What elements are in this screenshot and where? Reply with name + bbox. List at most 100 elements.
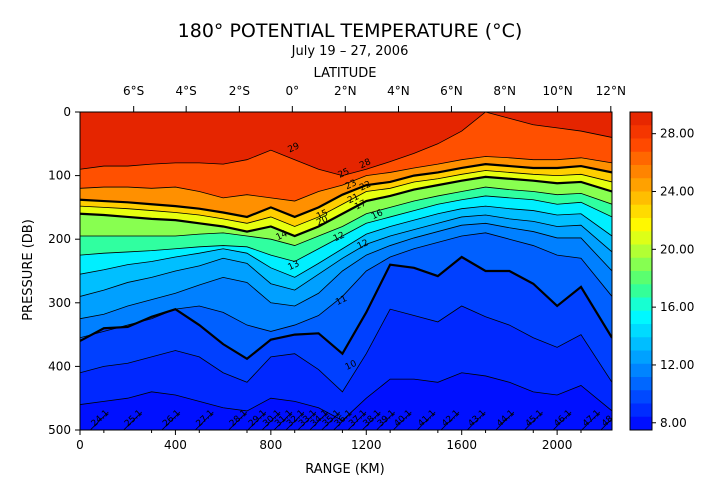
colorbar-swatch [630,310,652,325]
latitude-tick-label: 10°N [542,84,572,98]
isotherm-label: 13 [287,259,302,273]
latitude-tick-label: 2°N [334,84,357,98]
colorbar-swatch [630,218,652,232]
colorbar: 28.00 24.00 20.00 16.00 12.00 8.00 [629,111,694,431]
latitude-tick-label: 6°S [123,84,144,98]
isotherm-line-24 [80,163,612,219]
isotherm-label: 15 [315,208,330,222]
latitude-tick-label: 4°N [387,84,410,98]
colorbar-swatch [630,350,652,365]
sigma-line [613,412,631,430]
isotherm-label: 11 [334,294,349,308]
sigma-line [161,411,181,430]
sigma-line [297,411,317,430]
isotherm-line-28 [80,112,612,177]
sigma-line [600,418,612,430]
chart-title: 180° POTENTIAL TEMPERATURE (°C) [178,20,523,42]
y-tick-label: 300 [48,296,71,310]
isotherm-label: 23 [344,178,359,192]
isotherm-line-12 [80,222,612,320]
colorbar-swatch [630,151,652,166]
isotherm-line-18 [80,186,612,246]
colorbar-swatch [630,390,652,404]
colorbar-tick-label: 16.00 [660,300,694,314]
y-tick-label: 200 [48,232,71,246]
isotherm-label: 10 [344,359,359,373]
sigma-line [581,411,601,430]
colorbar-swatch [630,403,652,418]
colorbar-swatch [630,363,652,378]
isotherm-line-14 [80,205,612,278]
colorbar-swatch [630,191,652,206]
sigma-line [261,411,281,430]
sigma-line [466,411,486,430]
isotherm-label: 29 [287,141,302,155]
sigma-line [333,411,352,430]
x-tick-label: 800 [259,438,282,452]
colorbar-tick-label: 28.00 [660,127,694,141]
colorbar-swatch [630,112,652,126]
latitude-tick-label: 6°N [440,84,463,98]
isotherm-line-16 [80,195,612,262]
colorbar-swatch [630,231,652,245]
isotherm-label: 12 [332,230,347,244]
plot-frame [79,111,613,431]
isotherm-label: 25 [337,167,352,181]
isotherm-label: 28 [358,157,373,171]
y-tick-label: 500 [48,423,71,437]
sigma-line [347,411,367,430]
sigma-line [361,411,381,430]
y-axis-label: PRESSURE (DB) [21,219,36,321]
x-tick-label: 1200 [351,438,382,452]
y-tick-label: 100 [48,169,71,183]
latitude-tick-label: 2°S [229,84,250,98]
x-tick-label: 1600 [446,438,477,452]
x-axis-label: RANGE (KM) [305,462,384,477]
x-tick-label: 0 [76,438,84,452]
axes: 0 400 800 1200 1600 2000 0 100 200 300 400 500 6°S 4°… [48,84,626,452]
colorbar-swatch [630,324,652,338]
colorbar-swatch [630,204,652,219]
isotherm-line-26 [80,156,612,202]
isotherm-line-20 [80,175,612,238]
y-tick-label: 0 [63,105,71,119]
colorbar-swatch [630,297,652,312]
sigma-line [495,411,515,430]
plot-area: 24.1 25.1 26.1 27.1 28.129.130.131.132.133.1… [80,112,631,430]
sigma-line [273,411,293,430]
sigma-line [416,411,436,430]
isotherm-band-8.5 [80,372,612,430]
isotherm-label: 21 [346,192,361,206]
isotherm-label: 14 [275,229,290,243]
sigma-line [228,411,247,430]
isotherm-line-10 [80,255,612,361]
colorbar-swatch [630,284,652,298]
colorbar-swatch [630,271,652,285]
latitude-tick-label: 8°N [493,84,516,98]
sigma-line [247,411,267,430]
isotherm-label: 17 [353,199,368,213]
colorbar-tick-label: 12.00 [660,358,694,372]
sigma-line [524,411,543,430]
colorbar-frame [629,111,653,431]
isotherm-label: 22 [358,180,373,194]
colorbar-swatch [630,165,652,179]
contour-fill-group: 24.1 25.1 26.1 27.1 28.129.130.131.132.133.1… [80,112,631,430]
sigma-line [194,411,214,430]
y-tick-label: 400 [48,359,71,373]
x-tick-label: 400 [164,438,187,452]
isotherm-label: 20 [315,214,330,228]
colorbar-swatch [630,416,652,431]
isotherm-label: 12 [356,238,371,252]
latitude-tick-label: 12°N [596,84,626,98]
colorbar-tick-label: 8.00 [660,416,687,430]
top-axis-label: LATITUDE [314,66,377,81]
sigma-line [393,411,412,430]
isotherm-line-22 [80,170,612,227]
colorbar-swatch [630,138,652,153]
colorbar-tick-label: 24.00 [660,185,694,199]
isotherm-line-8.5 [80,372,612,421]
colorbar-swatch [630,125,652,139]
